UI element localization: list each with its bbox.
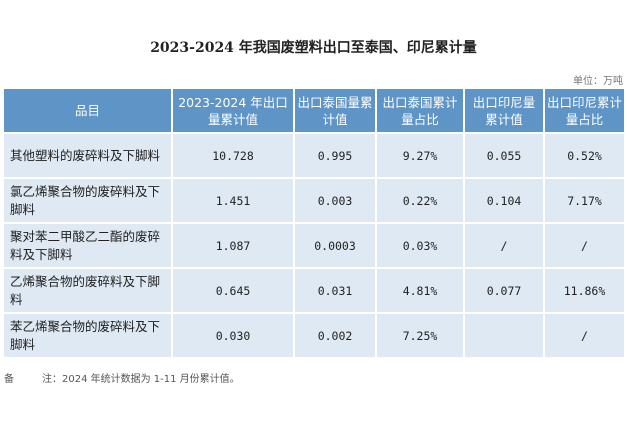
cell-item: 乙烯聚合物的废碎料及下脚料: [4, 267, 173, 313]
cell-total: 10.728: [172, 132, 295, 178]
footnote-label: 备: [4, 374, 14, 385]
table-row: 其他塑料的废碎料及下脚料 10.728 0.995 9.27% 0.055 0.…: [4, 132, 624, 178]
header-item: 品目: [4, 89, 173, 133]
cell-indonesia-share: /: [544, 222, 624, 268]
cell-thailand-share: 9.27%: [376, 132, 465, 178]
cell-indonesia-share: 7.17%: [544, 177, 624, 223]
cell-indonesia-share: /: [544, 312, 624, 357]
cell-thailand-share: 7.25%: [376, 312, 465, 357]
cell-thailand-volume: 0.995: [294, 132, 377, 178]
cell-thailand-volume: 0.0003: [294, 222, 377, 268]
header-indonesia-volume: 出口印尼量累计值: [464, 89, 545, 133]
footnote-text: 注：2024 年统计数据为 1-11 月份累计值。: [42, 374, 240, 385]
cell-total: 1.087: [172, 222, 295, 268]
header-indonesia-share: 出口印尼累计量占比: [544, 89, 624, 133]
cell-item: 氯乙烯聚合物的废碎料及下脚料: [4, 177, 173, 223]
cell-thailand-volume: 0.002: [294, 312, 377, 357]
cell-thailand-share: 4.81%: [376, 267, 465, 313]
cell-indonesia-volume: [464, 312, 545, 357]
data-table: 品目 2023-2024 年出口量累计值 出口泰国量累计值 出口泰国累计量占比 …: [4, 89, 624, 357]
cell-indonesia-volume: 0.077: [464, 267, 545, 313]
footnote: 备 注：2024 年统计数据为 1-11 月份累计值。: [4, 370, 240, 385]
cell-total: 0.645: [172, 267, 295, 313]
cell-item: 苯乙烯聚合物的废碎料及下脚料: [4, 312, 173, 357]
header-row: 品目 2023-2024 年出口量累计值 出口泰国量累计值 出口泰国累计量占比 …: [4, 89, 624, 133]
header-total-export: 2023-2024 年出口量累计值: [172, 89, 295, 133]
cell-thailand-volume: 0.031: [294, 267, 377, 313]
unit-label: 单位：万吨: [573, 76, 623, 87]
table-row: 乙烯聚合物的废碎料及下脚料 0.645 0.031 4.81% 0.077 11…: [4, 267, 624, 313]
cell-indonesia-share: 11.86%: [544, 267, 624, 313]
cell-total: 0.030: [172, 312, 295, 357]
table-title: 2023-2024 年我国废塑料出口至泰国、印尼累计量: [150, 40, 477, 56]
header-thailand-share: 出口泰国累计量占比: [376, 89, 465, 133]
cell-thailand-share: 0.22%: [376, 177, 465, 223]
cell-item: 其他塑料的废碎料及下脚料: [4, 132, 173, 178]
cell-total: 1.451: [172, 177, 295, 223]
table-row: 氯乙烯聚合物的废碎料及下脚料 1.451 0.003 0.22% 0.104 7…: [4, 177, 624, 223]
cell-item: 聚对苯二甲酸乙二酯的废碎料及下脚料: [4, 222, 173, 268]
cell-thailand-volume: 0.003: [294, 177, 377, 223]
header-thailand-volume: 出口泰国量累计值: [294, 89, 377, 133]
table-row: 苯乙烯聚合物的废碎料及下脚料 0.030 0.002 7.25% /: [4, 312, 624, 357]
cell-indonesia-volume: 0.104: [464, 177, 545, 223]
cell-indonesia-share: 0.52%: [544, 132, 624, 178]
table-row: 聚对苯二甲酸乙二酯的废碎料及下脚料 1.087 0.0003 0.03% / /: [4, 222, 624, 268]
cell-thailand-share: 0.03%: [376, 222, 465, 268]
cell-indonesia-volume: /: [464, 222, 545, 268]
cell-indonesia-volume: 0.055: [464, 132, 545, 178]
